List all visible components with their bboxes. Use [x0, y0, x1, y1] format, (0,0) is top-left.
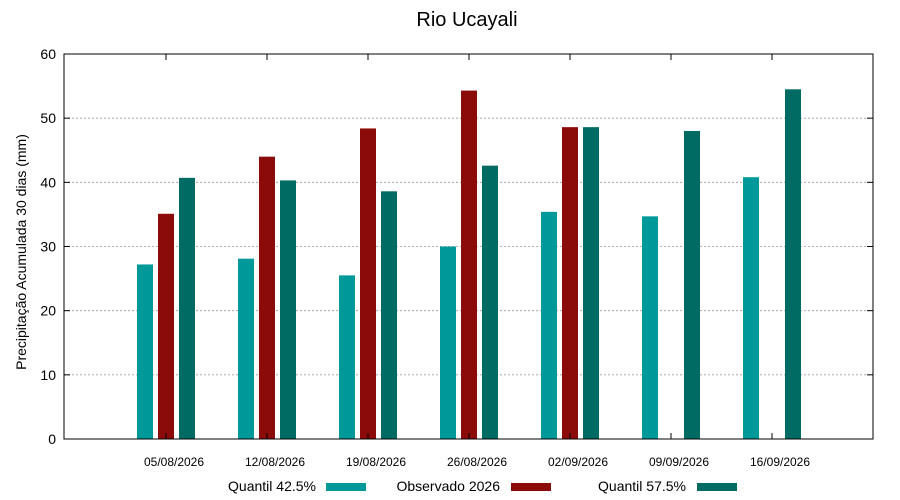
x-tick-label: 09/09/2026	[649, 455, 709, 469]
legend-swatch	[511, 483, 551, 491]
y-axis-label: Precipitação Acumulada 30 dias (mm)	[13, 134, 29, 370]
bar-series-3-09-09-2026	[684, 131, 700, 439]
y-tick-label: 40	[40, 174, 56, 190]
x-tick-label: 05/08/2026	[144, 455, 204, 469]
legend-swatch	[326, 483, 366, 491]
bar-series-3-05-08-2026	[179, 177, 195, 439]
x-tick-label: 12/08/2026	[245, 455, 305, 469]
y-tick-label: 60	[40, 46, 56, 62]
bar-series-3-12-08-2026	[280, 180, 296, 440]
x-tick-label: 26/08/2026	[447, 455, 507, 469]
chart-title: Rio Ucayali	[416, 9, 517, 31]
legend-swatch	[697, 483, 737, 491]
bar-series-1-26-08-2026	[440, 246, 456, 439]
bar-series-1-09-09-2026	[642, 216, 658, 439]
bar-series-3-02-09-2026	[583, 127, 599, 440]
bar-series-1-02-09-2026	[541, 211, 557, 439]
bar-series-3-19-08-2026	[381, 191, 397, 439]
ticks-layer: 0 10 20 30 40 50 60 05/08/2026 12/08/2026 19/08/2…	[40, 46, 873, 469]
bar-series-2-19-08-2026	[360, 128, 376, 439]
bar-series-2-12-08-2026	[259, 156, 275, 439]
bar-series-1-19-08-2026	[339, 275, 355, 439]
bar-series-2-26-08-2026	[461, 90, 477, 439]
x-tick-label: 02/09/2026	[548, 455, 608, 469]
y-tick-label: 20	[40, 303, 56, 319]
x-tick-label: 19/08/2026	[346, 455, 406, 469]
y-tick-label: 50	[40, 110, 56, 126]
bar-series-1-16-09-2026	[743, 177, 759, 439]
bar-series-2-02-09-2026	[562, 127, 578, 440]
bars-layer	[137, 89, 801, 440]
legend-label: Quantil 42.5%	[228, 478, 316, 494]
legend-label: Observado 2026	[396, 478, 500, 494]
bar-series-1-12-08-2026	[238, 258, 254, 439]
bar-series-3-16-09-2026	[785, 89, 801, 440]
bar-series-2-05-08-2026	[158, 213, 174, 439]
y-tick-label: 10	[40, 367, 56, 383]
y-tick-label: 0	[48, 431, 56, 447]
x-tick-label: 16/09/2026	[750, 455, 810, 469]
legend: Quantil 42.5% Observado 2026 Quantil 57.5%	[228, 478, 737, 494]
bar-series-3-26-08-2026	[482, 165, 498, 439]
legend-label: Quantil 57.5%	[598, 478, 686, 494]
bar-series-1-05-08-2026	[137, 264, 153, 439]
y-tick-label: 30	[40, 239, 56, 255]
